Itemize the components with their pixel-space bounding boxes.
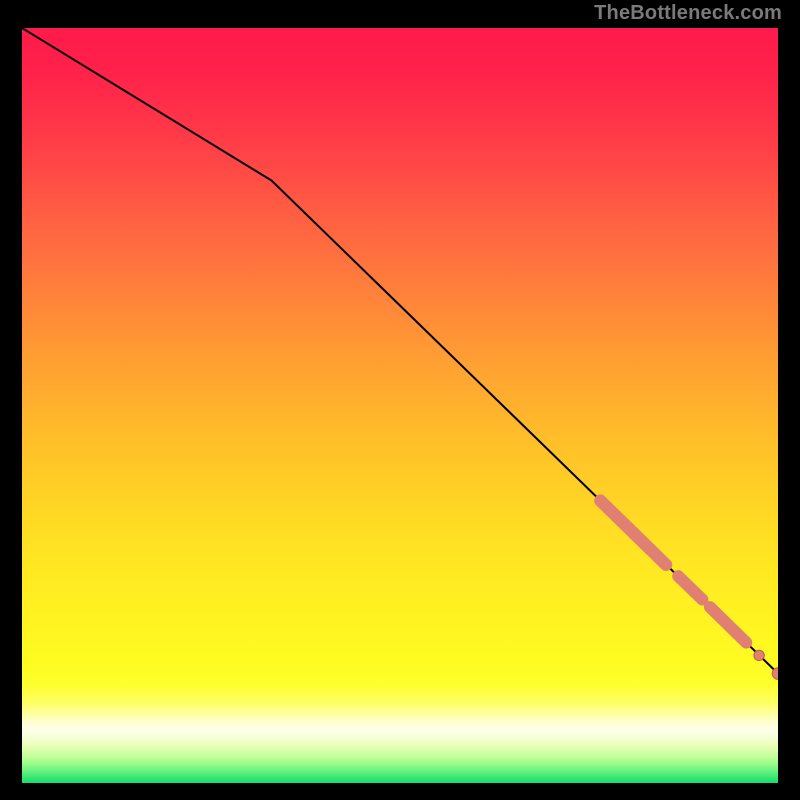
chart-svg xyxy=(22,28,778,783)
watermark-text: TheBottleneck.com xyxy=(594,2,782,25)
chart-stage: TheBottleneck.com xyxy=(0,0,800,800)
marker-dot xyxy=(754,650,764,660)
plot-background xyxy=(22,28,778,783)
